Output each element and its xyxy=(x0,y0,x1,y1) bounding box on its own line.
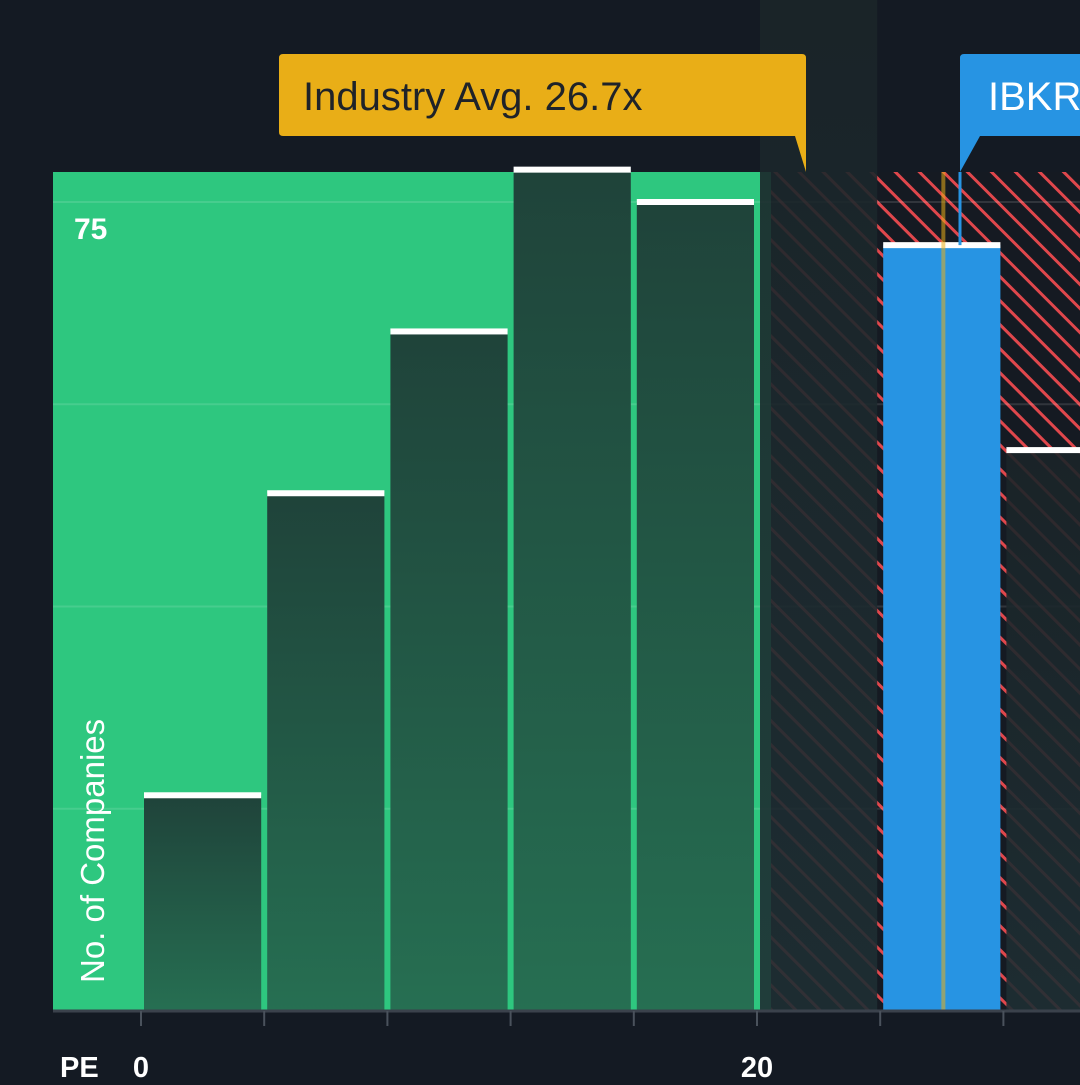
industry-average-callout xyxy=(279,54,806,172)
histogram-bar-3 xyxy=(513,166,631,1011)
x-tick-label-1: 20 xyxy=(741,1052,773,1080)
company-label: IBKR xyxy=(988,75,1080,119)
bar-cap xyxy=(513,166,631,173)
bar-cap xyxy=(390,328,508,335)
y-tick-label-0: 75 xyxy=(74,213,107,246)
company-callout xyxy=(960,54,1080,172)
bar-body xyxy=(390,331,508,1011)
bar-cap xyxy=(144,792,262,799)
bar-body xyxy=(513,169,631,1011)
x-tick-label-0: 0 xyxy=(133,1052,149,1080)
industry-average-marker: Industry Avg. 26.7x xyxy=(279,54,946,1011)
histogram-bar-2 xyxy=(390,328,508,1011)
bar-body xyxy=(144,795,262,1011)
histogram-bar-7 xyxy=(1006,447,1080,1011)
histogram-bar-5 xyxy=(760,0,878,1011)
x-axis-label: PE xyxy=(60,1052,99,1080)
bar-body xyxy=(267,493,385,1011)
industry-average-label: Industry Avg. 26.7x xyxy=(303,75,642,119)
bar-body xyxy=(1006,450,1080,1011)
bar-cap xyxy=(636,199,754,205)
bar-cap xyxy=(1006,447,1080,454)
company-marker: IBKR xyxy=(958,54,1080,246)
bar-body xyxy=(636,202,754,1011)
y-axis-label: No. of Companies xyxy=(74,719,111,983)
histogram-bar-0 xyxy=(144,792,262,1011)
bar-body xyxy=(760,0,878,1011)
bar-cap xyxy=(267,490,385,497)
histogram-bar-1 xyxy=(267,490,385,1011)
histogram-bar-4 xyxy=(636,199,754,1011)
